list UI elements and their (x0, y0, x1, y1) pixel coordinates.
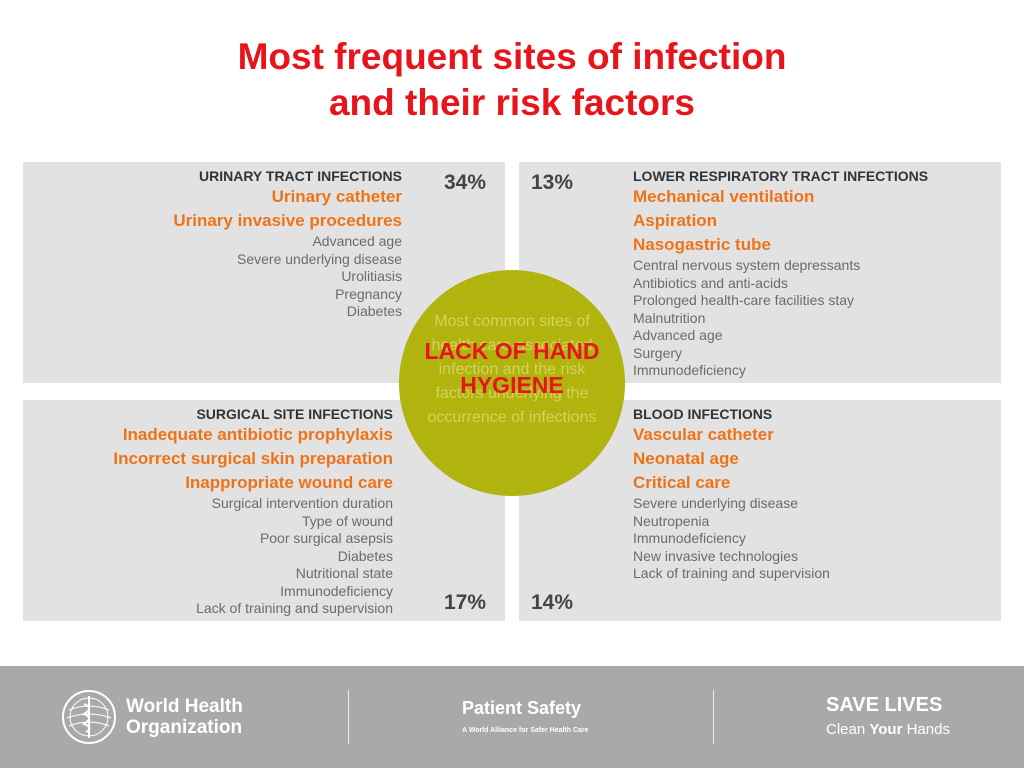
clean-bold: Your (869, 721, 903, 738)
who-line-2: Organization (126, 717, 243, 738)
respiratory-minor-item: Advanced age (633, 327, 723, 343)
blood-major-list: Vascular catheter Neonatal age Critical … (633, 423, 1003, 495)
surgical-minor-item: Lack of training and supervision (196, 600, 393, 616)
surgical-minor-list: Surgical intervention duration Type of w… (13, 495, 393, 618)
footer-bar (0, 666, 1024, 768)
urinary-minor-item: Severe underlying disease (237, 250, 402, 267)
surgical-minor-item: Poor surgical asepsis (259, 530, 393, 546)
surgical-block: SURGICAL SITE INFECTIONS Inadequate anti… (13, 405, 393, 618)
respiratory-heading: LOWER RESPIRATORY TRACT INFECTIONS (633, 168, 929, 184)
who-name: World Health Organization (126, 696, 243, 738)
urinary-minor-item: Diabetes (346, 303, 402, 319)
blood-minor-item: Lack of training and supervision (633, 565, 830, 581)
save-lives-title: SAVE LIVES (826, 694, 943, 716)
clean-your-hands: Clean Your Hands (826, 721, 950, 738)
slide-title: Most frequent sites of infection and the… (0, 34, 1024, 126)
urinary-minor-list: Advanced age Severe underlying disease U… (22, 233, 402, 321)
urinary-percent: 34% (444, 171, 487, 194)
surgical-minor-item: Surgical intervention duration (211, 495, 393, 511)
urinary-heading: URINARY TRACT INFECTIONS (199, 168, 402, 184)
center-main-text: LACK OF HAND HYGIENE (424, 338, 600, 398)
respiratory-block: LOWER RESPIRATORY TRACT INFECTIONS Mecha… (633, 167, 1003, 380)
urinary-block: URINARY TRACT INFECTIONS Urinary cathete… (22, 167, 402, 321)
surgical-minor-item: Immunodeficiency (280, 582, 393, 599)
surgical-percent: 17% (444, 591, 487, 614)
respiratory-percent: 13% (531, 171, 574, 194)
respiratory-major-item: Mechanical ventilation (633, 187, 815, 206)
respiratory-minor-item: Antibiotics and anti-acids (633, 274, 788, 291)
blood-minor-list: Severe underlying disease Neutropenia Im… (633, 495, 1003, 583)
surgical-major-item: Inadequate antibiotic prophylaxis (122, 425, 393, 444)
urinary-major-item: Urinary invasive procedures (173, 211, 402, 230)
patient-safety-subtitle: A World Alliance for Safer Health Care (462, 727, 589, 734)
surgical-major-item: Inappropriate wound care (185, 473, 393, 492)
urinary-minor-item: Advanced age (312, 233, 402, 249)
respiratory-minor-item: Malnutrition (633, 309, 706, 326)
title-line-1: Most frequent sites of infection (237, 36, 787, 77)
clean-pre: Clean (826, 721, 870, 738)
surgical-major-list: Inadequate antibiotic prophylaxis Incorr… (13, 423, 393, 495)
center-subtext: Most common sites of health care-associa… (427, 313, 597, 426)
surgical-heading: SURGICAL SITE INFECTIONS (196, 406, 393, 422)
footer-divider (713, 690, 714, 744)
patient-safety-title: Patient Safety (462, 698, 582, 718)
respiratory-major-item: Aspiration (633, 211, 718, 230)
respiratory-major-list: Mechanical ventilation Aspiration Nasoga… (633, 185, 1003, 257)
blood-minor-item: Severe underlying disease (633, 495, 798, 511)
urinary-minor-item: Pregnancy (335, 285, 402, 302)
blood-minor-item: New invasive technologies (633, 547, 798, 564)
blood-minor-item: Neutropenia (633, 512, 710, 529)
respiratory-minor-item: Immunodeficiency (633, 362, 746, 378)
urinary-minor-item: Urolitiasis (341, 268, 402, 284)
blood-major-item: Neonatal age (633, 449, 739, 468)
title-line-2: and their risk factors (328, 82, 695, 123)
surgical-minor-item: Diabetes (337, 547, 393, 564)
surgical-major-item: Incorrect surgical skin preparation (113, 449, 393, 468)
surgical-minor-item: Nutritional state (295, 565, 393, 581)
urinary-major-item: Urinary catheter (271, 187, 402, 206)
urinary-major-list: Urinary catheter Urinary invasive proced… (22, 185, 402, 233)
blood-major-item: Critical care (633, 473, 731, 492)
respiratory-minor-item: Central nervous system depressants (633, 257, 861, 273)
surgical-minor-item: Type of wound (301, 512, 393, 529)
respiratory-major-item: Nasogastric tube (633, 235, 771, 254)
blood-heading: BLOOD INFECTIONS (633, 406, 773, 422)
blood-minor-item: Immunodeficiency (633, 530, 746, 546)
respiratory-minor-item: Prolonged health-care facilities stay (633, 292, 855, 308)
blood-block: BLOOD INFECTIONS Vascular catheter Neona… (633, 405, 1003, 583)
blood-major-item: Vascular catheter (633, 425, 774, 444)
respiratory-minor-item: Surgery (633, 344, 683, 361)
blood-percent: 14% (531, 591, 574, 614)
who-line-1: World Health (126, 696, 243, 717)
respiratory-minor-list: Central nervous system depressants Antib… (633, 257, 1003, 380)
clean-post: Hands (902, 721, 950, 738)
who-emblem-icon (62, 690, 116, 744)
center-circle (399, 270, 625, 496)
footer-divider (348, 690, 349, 744)
